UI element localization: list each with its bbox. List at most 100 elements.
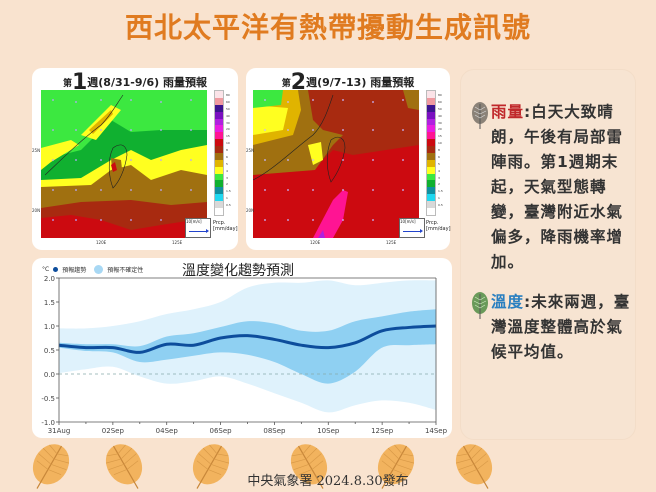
colorbar-label: 10 — [226, 141, 230, 146]
colorbar-swatch — [427, 173, 435, 181]
colorbar-swatch — [427, 180, 435, 188]
colorbar-label: 20 — [438, 127, 442, 132]
y-tick-label: -0.5 — [41, 395, 55, 403]
colorbar-label: 80 — [226, 93, 230, 97]
colorbar-swatch — [427, 166, 435, 174]
colorbar-label: 40 — [438, 113, 442, 118]
x-tick-label: 14Sep — [425, 427, 448, 435]
colorbar-swatch — [215, 132, 223, 140]
colorbar-label: 15 — [438, 134, 442, 139]
rain-label: 雨量 — [491, 103, 525, 121]
x-tick-label: 04Sep — [156, 427, 179, 435]
y-tick-label: 1.0 — [44, 323, 55, 331]
leaf-icon — [370, 440, 420, 492]
wind-vector-key: 10[m/s] — [399, 218, 425, 238]
leaf-icon — [25, 440, 75, 492]
leaf-icon — [285, 440, 335, 492]
colorbar-swatch — [427, 194, 435, 201]
colorbar-label — [438, 209, 443, 216]
colorbar-label: 30 — [226, 120, 230, 125]
colorbar-label — [226, 209, 231, 216]
colorbar-label: 5 — [438, 161, 440, 166]
rain-forecast-map — [253, 90, 419, 238]
colorbar-swatch — [215, 139, 223, 146]
colorbar-label: 5 — [226, 161, 228, 166]
rain-forecast-map — [41, 90, 207, 238]
uncertainty-legend-marker — [94, 265, 104, 274]
colorbar-swatch — [215, 187, 223, 195]
colorbar-label: 0.5 — [226, 203, 231, 207]
colorbar-label: 4 — [226, 168, 228, 173]
rain-description: :白天大致晴朗，午後有局部雷陣雨。第1週期末起，天氣型態轉變，臺灣附近水氣偏多，… — [491, 103, 624, 271]
temperature-description: :未來兩週，臺灣溫度整體高於氣候平均值。 — [491, 293, 631, 361]
colorbar-label: 40 — [226, 113, 230, 118]
week2-rain-map-card: 第2週(9/7-13) 雨量預報 25N 20N 120E 125E 80 60 5… — [246, 68, 451, 250]
colorbar-label: 60 — [438, 99, 442, 104]
arrow-icon — [189, 229, 209, 233]
colorbar-swatch — [215, 97, 223, 105]
tree-icon — [472, 102, 488, 129]
week-number: 2 — [290, 70, 307, 95]
colorbar-swatch — [427, 118, 435, 126]
colorbar-swatch — [427, 125, 435, 133]
trend-legend-marker — [53, 267, 59, 272]
leaf-icon — [100, 440, 150, 492]
colorbar-label: 1 — [438, 196, 440, 201]
footer-credit: 中央氣象署 2024.8.30發布 — [247, 474, 409, 489]
colorbar-label: 0.5 — [438, 203, 443, 207]
colorbar-swatch — [427, 207, 435, 215]
temperature-trend-chart-card: 2.0 1.5 1.0 0.5 0.0 -0.5 -1.0 31Aug 02Sep 04Sep 06… — [32, 258, 452, 438]
colorbar-label: 3 — [226, 175, 228, 180]
colorbar-swatch — [427, 159, 435, 167]
colorbar-label: 6 — [438, 154, 440, 159]
precipitation-colorbar — [426, 90, 436, 216]
colorbar-labels: 80 60 50 40 30 20 15 10 8 6 5 4 3 2 1.5 1 0.5 — [438, 92, 443, 216]
y-tick-label: 2.0 — [44, 275, 55, 283]
colorbar-label: 3 — [438, 175, 440, 180]
uncertainty-inner-band — [59, 309, 436, 384]
colorbar-swatch — [427, 139, 435, 146]
colorbar-label: 8 — [438, 148, 440, 152]
colorbar-swatch — [427, 111, 435, 119]
leaf-icon — [185, 440, 235, 492]
y-tick-label: -1.0 — [41, 419, 55, 427]
precipitation-colorbar — [214, 90, 224, 216]
colorbar-label: 60 — [226, 99, 230, 104]
colorbar-swatch — [427, 187, 435, 195]
y-tick-label: 0.5 — [44, 347, 55, 355]
colorbar-label: 50 — [226, 106, 230, 111]
colorbar-label: 10 — [438, 141, 442, 146]
trend-line — [58, 324, 437, 354]
colorbar-swatch — [427, 97, 435, 105]
x-tick-label: 08Sep — [263, 427, 286, 435]
map-title: 第1週(8/31-9/6) 雨量預報 — [62, 70, 208, 95]
y-tick-label: 0.0 — [44, 371, 55, 379]
wind-vector-key: 10[m/s] — [185, 218, 211, 238]
colorbar-label: 2 — [438, 182, 440, 187]
page-title: 西北太平洋有熱帶擾動生成訊號 — [124, 11, 531, 44]
colorbar-labels: 80 60 50 40 30 20 15 10 8 6 5 4 3 2 1.5 1 0.5 — [226, 92, 231, 216]
colorbar-swatch — [215, 91, 223, 98]
colorbar-swatch — [215, 194, 223, 201]
colorbar-label: 20 — [226, 127, 230, 132]
colorbar-swatch — [215, 146, 223, 153]
x-tick-label: 06Sep — [210, 427, 233, 435]
colorbar-swatch — [215, 125, 223, 133]
x-tick-label: 31Aug — [48, 427, 71, 435]
colorbar-swatch — [215, 111, 223, 119]
prcp-unit-label: Prcp. [mm/day] — [426, 220, 451, 232]
week1-rain-map-card: 第1週(8/31-9/6) 雨量預報 25N 20N 120E 125E 80 6… — [32, 68, 238, 250]
tree-icon — [472, 292, 488, 319]
colorbar-swatch — [427, 104, 435, 112]
colorbar-label: 1.5 — [438, 189, 443, 194]
colorbar-swatch — [427, 152, 435, 160]
summary-panel: 雨量:白天大致晴朗，午後有局部雷陣雨。第1週期末起，天氣型態轉變，臺灣附近水氣偏… — [460, 69, 636, 440]
map-title: 第2週(9/7-13) 雨量預報 — [281, 70, 415, 95]
colorbar-swatch — [215, 180, 223, 188]
colorbar-label: 50 — [438, 106, 442, 111]
arrow-icon — [403, 229, 423, 233]
x-tick-label: 12Sep — [371, 427, 394, 435]
colorbar-label: 30 — [438, 120, 442, 125]
colorbar-swatch — [215, 207, 223, 215]
colorbar-label: 80 — [438, 93, 442, 97]
